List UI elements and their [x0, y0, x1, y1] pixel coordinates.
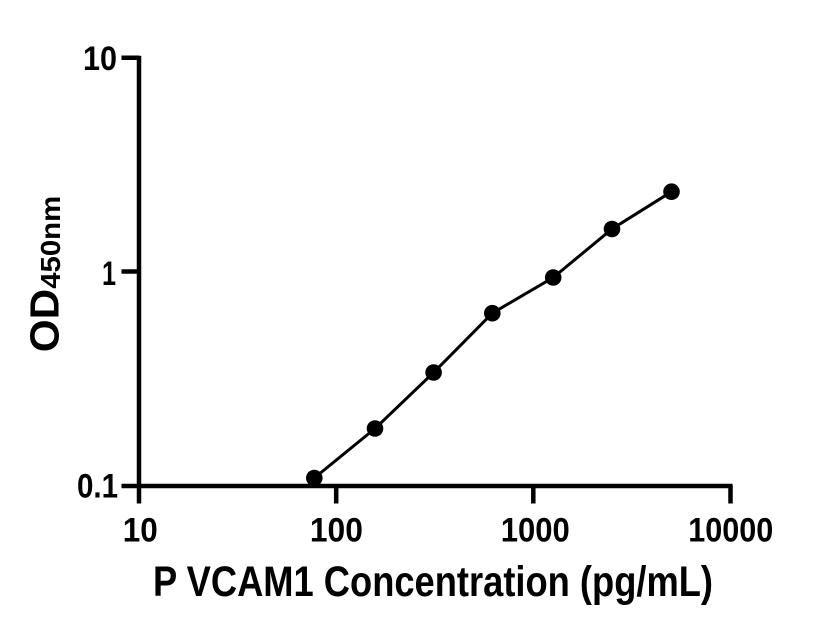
- svg-text:10: 10: [83, 40, 117, 78]
- svg-text:OD: OD: [21, 289, 67, 353]
- svg-text:P VCAM1 Concentration (pg/mL): P VCAM1 Concentration (pg/mL): [153, 558, 713, 606]
- svg-text:0.1: 0.1: [77, 468, 118, 506]
- svg-text:10000: 10000: [688, 511, 773, 549]
- svg-text:1: 1: [102, 255, 116, 293]
- svg-text:1000: 1000: [501, 511, 570, 549]
- svg-text:450nm: 450nm: [35, 196, 66, 289]
- svg-text:10: 10: [123, 511, 158, 549]
- svg-text:100: 100: [310, 511, 363, 549]
